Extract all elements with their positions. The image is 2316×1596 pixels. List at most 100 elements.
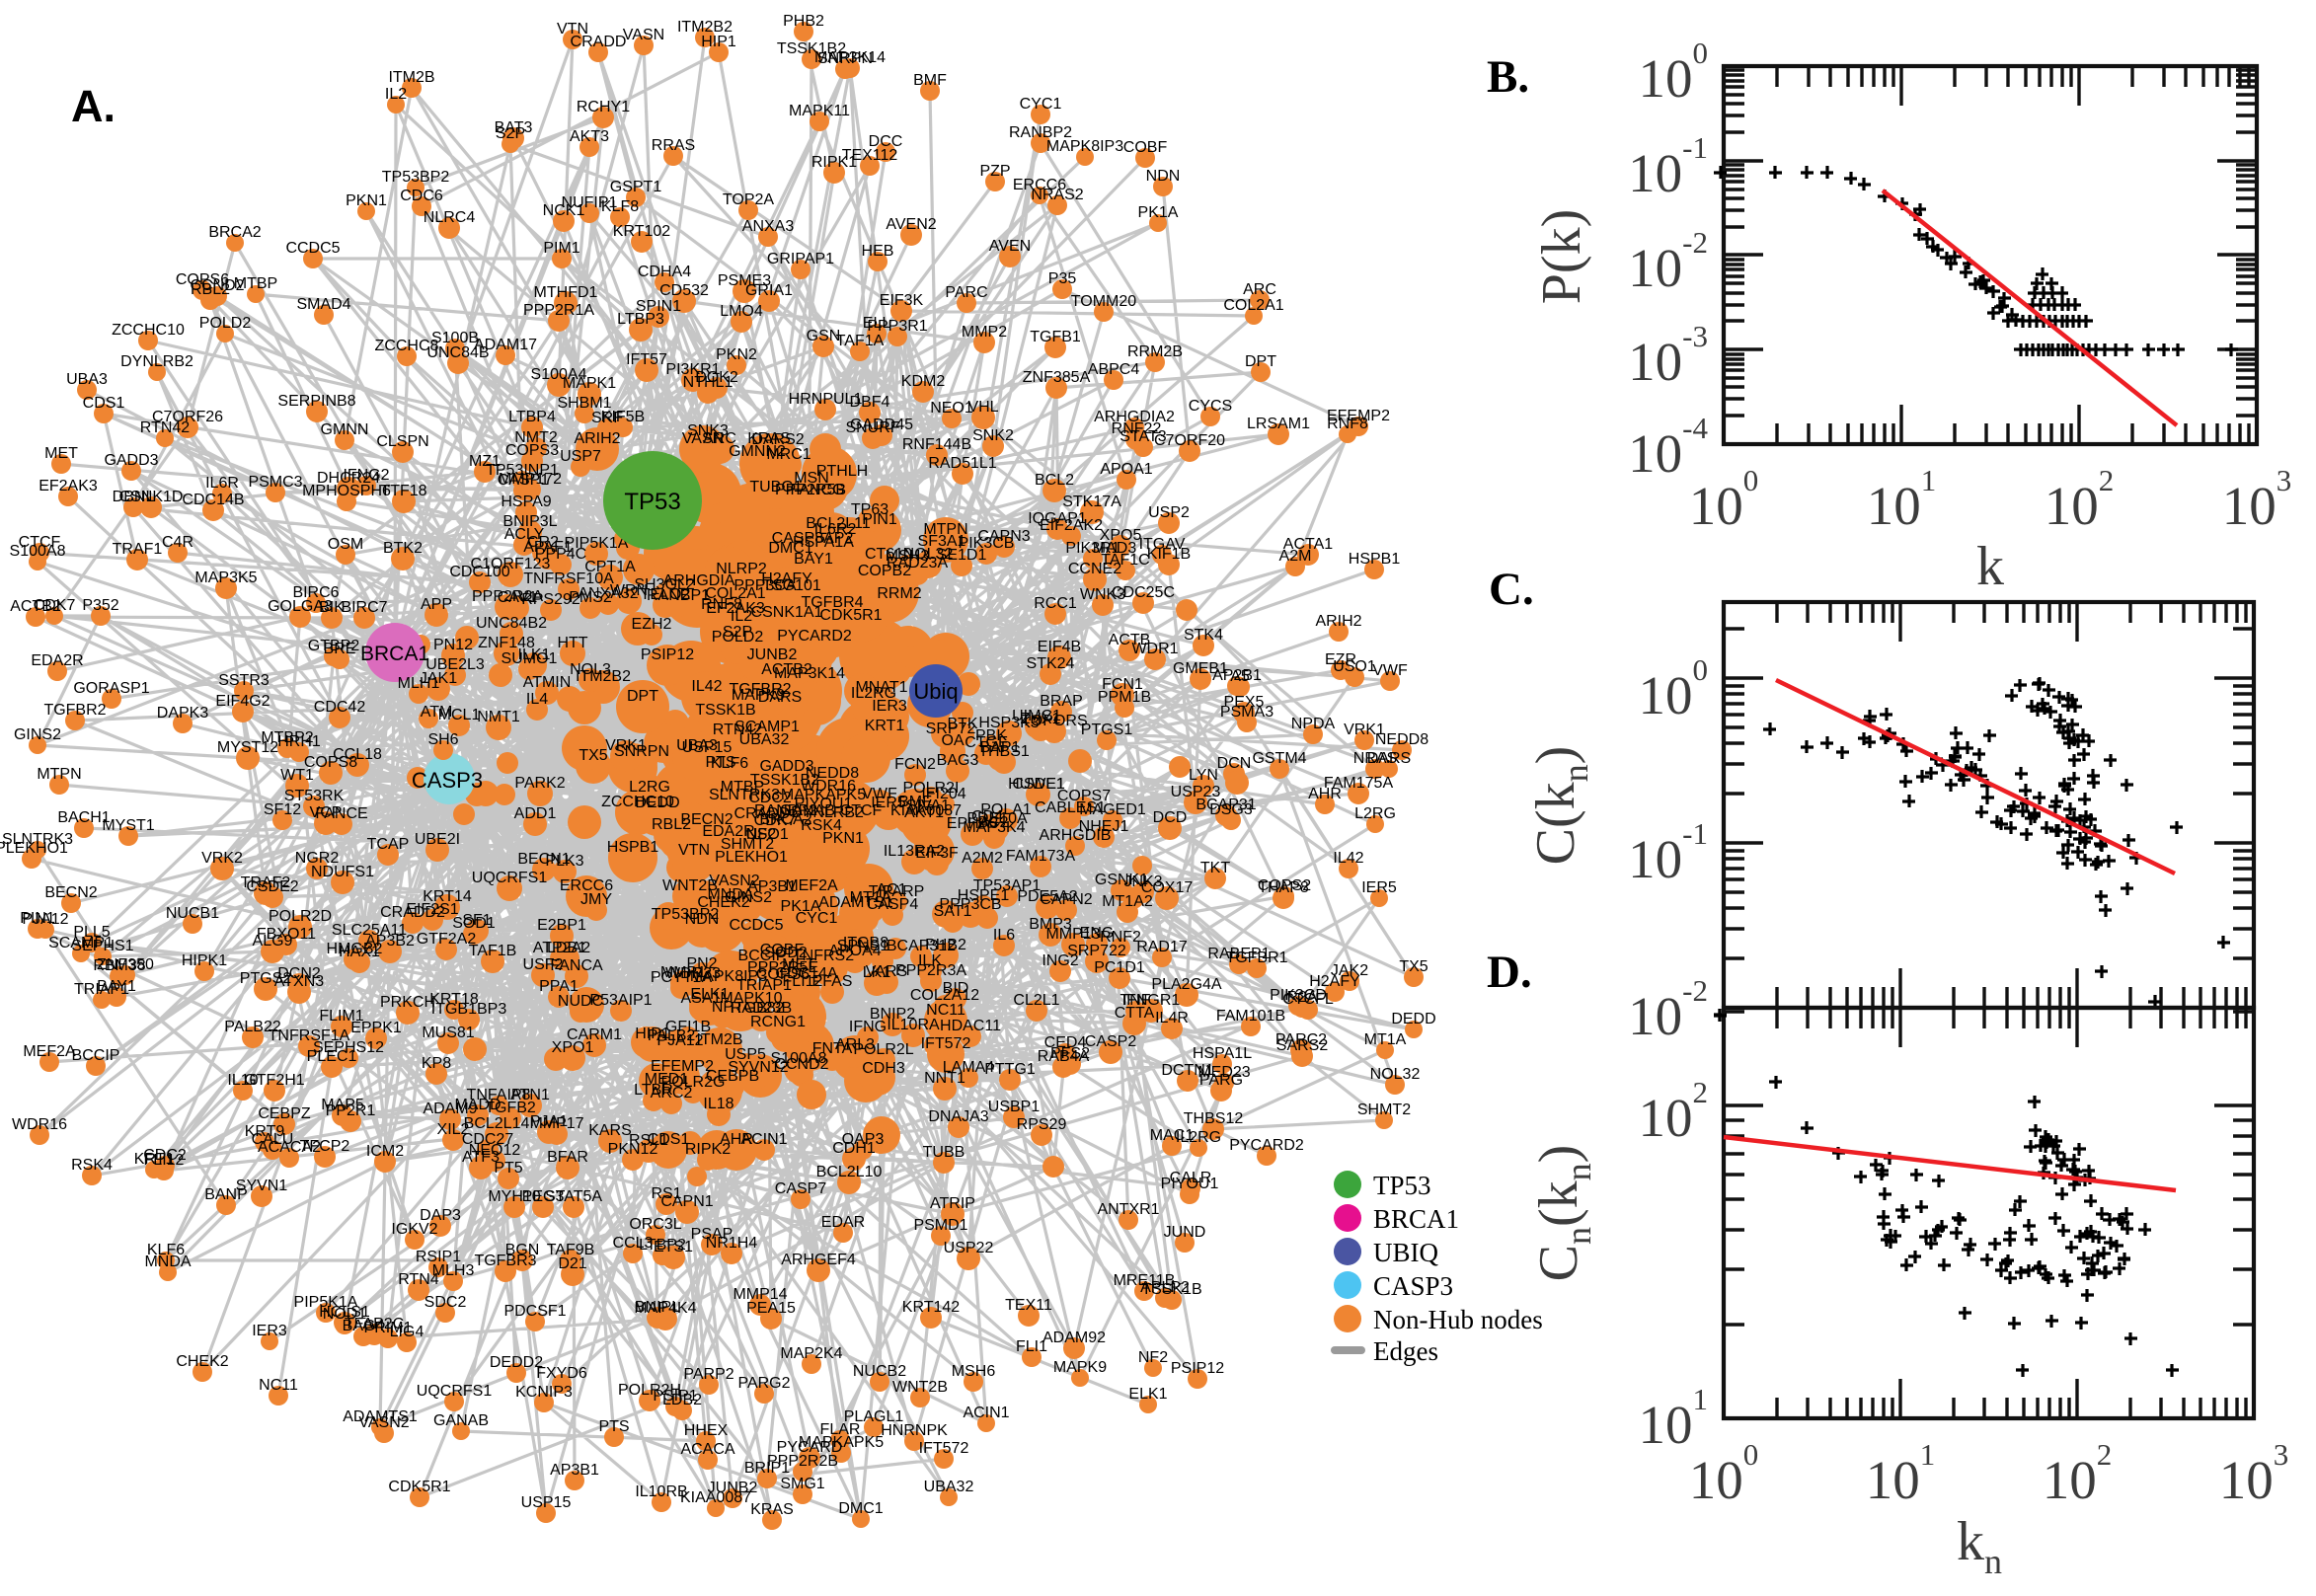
svg-text:KP8: KP8: [422, 1055, 451, 1072]
svg-text:MMP2: MMP2: [962, 324, 1007, 341]
svg-text:GANAB: GANAB: [780, 802, 835, 819]
svg-text:CCNE2: CCNE2: [1068, 561, 1121, 577]
svg-text:ITM2B: ITM2B: [388, 69, 434, 86]
svg-text:MT1A: MT1A: [850, 889, 892, 906]
svg-text:BCCIP: BCCIP: [72, 1047, 120, 1064]
svg-text:PZP: PZP: [979, 163, 1010, 180]
svg-text:BAY1: BAY1: [794, 551, 833, 568]
svg-text:COPS6: COPS6: [756, 966, 810, 983]
svg-text:C.: C.: [1489, 564, 1534, 615]
svg-text:DBNL: DBNL: [113, 489, 155, 505]
svg-text:CEBPB: CEBPB: [706, 1068, 759, 1085]
svg-text:CCL3: CCL3: [613, 1235, 654, 1252]
svg-text:KLF6: KLF6: [147, 1242, 185, 1258]
svg-text:PN12: PN12: [433, 637, 473, 653]
svg-text:DCC: DCC: [869, 133, 903, 150]
svg-text:PTS: PTS: [598, 1418, 629, 1435]
svg-text:CDC14B: CDC14B: [182, 492, 244, 508]
svg-text:ITM2B2: ITM2B2: [576, 668, 631, 685]
svg-text:PIP5K1A: PIP5K1A: [565, 535, 629, 552]
svg-text:IFT57: IFT57: [626, 351, 667, 368]
svg-text:BCL2L11: BCL2L11: [806, 515, 871, 532]
svg-text:TSSK1B2: TSSK1B2: [777, 40, 846, 57]
svg-text:VASN: VASN: [682, 430, 724, 447]
svg-text:NNT1: NNT1: [924, 1070, 965, 1087]
svg-text:NMT1: NMT1: [477, 709, 520, 725]
svg-text:PIN1: PIN1: [20, 910, 55, 927]
svg-text:DEDD: DEDD: [1391, 1011, 1435, 1027]
svg-text:USF2: USF2: [523, 956, 564, 973]
svg-text:PSMD1: PSMD1: [913, 1217, 967, 1234]
svg-text:UQCRFS1: UQCRFS1: [472, 870, 548, 886]
svg-text:PKN12: PKN12: [608, 1141, 658, 1158]
svg-text:COBF: COBF: [760, 942, 805, 958]
svg-text:APOA4: APOA4: [828, 943, 881, 959]
svg-text:ST53RK: ST53RK: [284, 788, 345, 804]
svg-text:TOPORS: TOPORS: [1021, 713, 1087, 729]
svg-text:MAP5: MAP5: [321, 1097, 364, 1113]
svg-text:HDAC11: HDAC11: [940, 1018, 1001, 1034]
svg-text:P35: P35: [1048, 270, 1077, 287]
svg-text:PARC: PARC: [945, 284, 987, 301]
svg-text:SF12: SF12: [264, 801, 301, 818]
svg-text:RANBP1: RANBP1: [647, 587, 710, 604]
svg-text:CCND2: CCND2: [190, 277, 244, 294]
svg-text:MAPK1: MAPK1: [563, 375, 616, 392]
svg-text:USP15: USP15: [682, 739, 733, 756]
svg-text:JAK1: JAK1: [420, 670, 457, 687]
svg-text:CTCF: CTCF: [840, 802, 883, 819]
svg-text:PCYT1A: PCYT1A: [651, 969, 713, 986]
svg-text:CDS1: CDS1: [83, 395, 125, 412]
svg-text:ARC2: ARC2: [651, 1085, 693, 1102]
svg-text:CARM1: CARM1: [567, 1026, 622, 1043]
svg-text:MTBP: MTBP: [234, 275, 277, 292]
svg-text:ARIH2: ARIH2: [1315, 613, 1361, 630]
svg-text:PSMC3: PSMC3: [248, 474, 302, 491]
svg-text:XIL2: XIL2: [437, 1121, 470, 1138]
svg-text:RS1: RS1: [651, 1185, 681, 1202]
svg-text:DAP3: DAP3: [420, 1207, 461, 1224]
svg-text:HEB: HEB: [862, 243, 894, 260]
svg-text:LAMA4: LAMA4: [943, 1059, 995, 1076]
svg-text:CAV1: CAV1: [498, 589, 538, 606]
svg-text:TP63: TP63: [851, 501, 888, 518]
svg-text:ARIH2: ARIH2: [574, 430, 620, 447]
svg-text:CD532: CD532: [659, 282, 709, 299]
svg-text:CHEK2: CHEK2: [697, 894, 749, 911]
svg-text:MTPN: MTPN: [923, 521, 967, 538]
svg-text:TRAF1: TRAF1: [113, 541, 163, 558]
svg-text:ABPC4: ABPC4: [1088, 361, 1140, 378]
svg-text:WNT2B: WNT2B: [662, 877, 718, 894]
svg-text:CPT1A: CPT1A: [584, 559, 636, 575]
svg-text:MED1: MED1: [645, 1071, 689, 1088]
svg-text:BNIPL: BNIPL: [635, 1299, 680, 1316]
svg-text:USP7: USP7: [560, 448, 601, 465]
svg-text:CL2L1: CL2L1: [1013, 992, 1059, 1009]
svg-text:NTHL1: NTHL1: [683, 374, 733, 391]
svg-text:MMP13: MMP13: [1045, 926, 1100, 943]
svg-text:CT610: CT610: [865, 546, 912, 563]
svg-text:PKN2: PKN2: [716, 346, 757, 363]
svg-text:NOD1: NOD1: [323, 1306, 367, 1323]
svg-text:E2BP1: E2BP1: [537, 917, 586, 934]
svg-text:Edges: Edges: [1373, 1336, 1438, 1366]
svg-text:GORASP1: GORASP1: [73, 680, 149, 697]
svg-text:LTBP4: LTBP4: [508, 409, 556, 425]
svg-text:VASN2: VASN2: [709, 873, 759, 889]
svg-text:PPP2R3A: PPP2R3A: [895, 962, 966, 979]
svg-text:ELL: ELL: [863, 315, 891, 332]
svg-text:TP53INP1: TP53INP1: [486, 462, 559, 479]
svg-text:OSM: OSM: [328, 536, 363, 553]
svg-text:MED23: MED23: [1197, 1064, 1250, 1081]
svg-text:HMGB2: HMGB2: [327, 941, 383, 957]
svg-text:NC11: NC11: [926, 1002, 965, 1019]
svg-text:PC1D1: PC1D1: [1094, 959, 1145, 976]
svg-text:DOK2: DOK2: [695, 369, 738, 386]
svg-text:VTN: VTN: [557, 21, 588, 38]
svg-text:ATP2A2: ATP2A2: [533, 940, 591, 956]
svg-text:FXYD6: FXYD6: [536, 1365, 587, 1382]
svg-text:PFAS: PFAS: [812, 973, 853, 990]
svg-text:TOP2A: TOP2A: [723, 191, 775, 208]
svg-text:L2RG: L2RG: [1354, 805, 1396, 822]
svg-text:NP: NP: [712, 999, 733, 1016]
